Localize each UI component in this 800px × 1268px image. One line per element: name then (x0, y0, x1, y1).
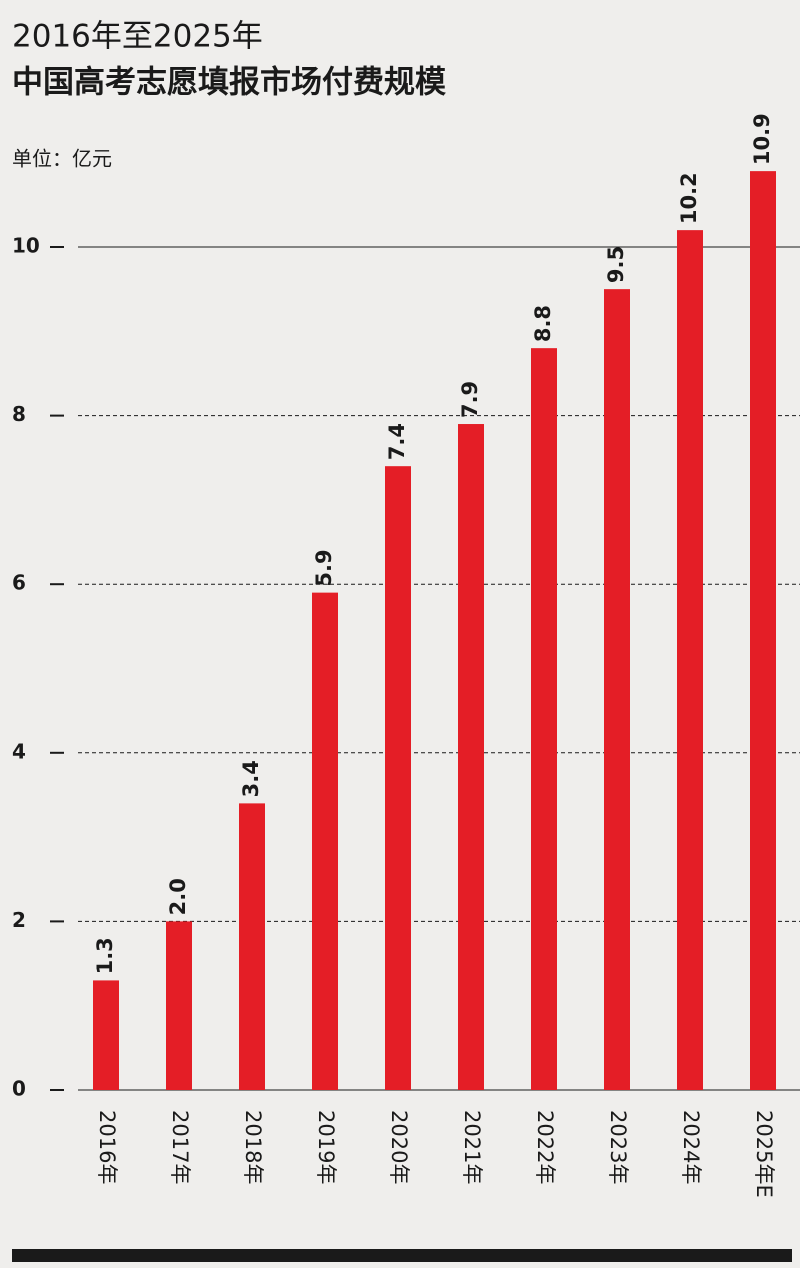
x-tick-label: 2024年 (679, 1110, 703, 1184)
x-tick-label: 2021年 (460, 1110, 484, 1184)
x-tick-label: 2017年 (168, 1110, 192, 1184)
unit-label: 单位：亿元 (12, 147, 112, 171)
data-label: 10.9 (750, 113, 774, 165)
data-label: 3.4 (239, 760, 263, 797)
y-tick-label: 4 (12, 739, 26, 763)
x-tick-label: 2018年 (241, 1110, 265, 1184)
bar (750, 171, 776, 1090)
bar (312, 592, 338, 1090)
x-tick-label: 2023年 (606, 1110, 630, 1184)
x-tick-label: 2016年 (95, 1110, 119, 1184)
bottom-rule (12, 1249, 792, 1262)
chart-subtitle: 中国高考志愿填报市场付费规模 (12, 65, 446, 101)
bar (93, 980, 119, 1090)
data-label: 9.5 (604, 246, 628, 283)
y-tick-label: 2 (12, 908, 26, 932)
data-label: 8.8 (531, 305, 555, 342)
bar (239, 803, 265, 1090)
bar (677, 230, 703, 1090)
x-tick-label: 2025年E (752, 1110, 776, 1198)
bar (531, 348, 557, 1090)
y-tick-label: 8 (12, 402, 26, 426)
bar (166, 921, 192, 1090)
y-tick-label: 10 (12, 234, 40, 258)
data-label: 7.4 (385, 423, 409, 460)
data-label: 10.2 (677, 172, 701, 224)
data-label: 7.9 (458, 381, 482, 418)
x-tick-label: 2019年 (314, 1110, 338, 1184)
bar (604, 289, 630, 1090)
y-tick-label: 0 (12, 1077, 26, 1101)
data-label: 1.3 (93, 937, 117, 974)
bar (458, 424, 484, 1090)
data-label: 5.9 (312, 549, 336, 586)
data-label: 2.0 (166, 878, 190, 915)
x-tick-label: 2020年 (387, 1110, 411, 1184)
bar (385, 466, 411, 1090)
y-tick-label: 6 (12, 571, 26, 595)
chart-title: 2016年至2025年 (12, 19, 263, 55)
x-tick-label: 2022年 (533, 1110, 557, 1184)
